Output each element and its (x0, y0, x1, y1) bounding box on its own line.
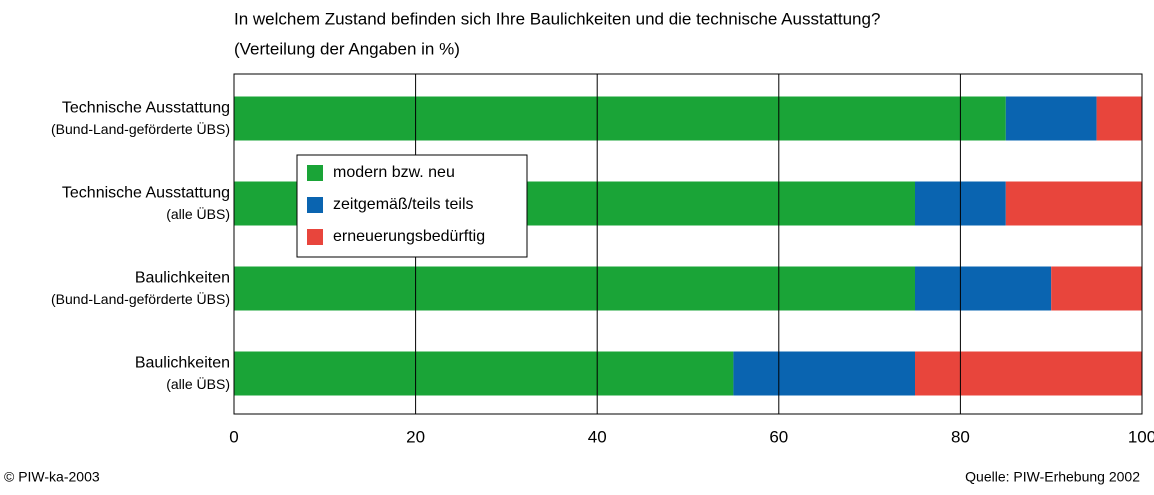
x-tick-label: 0 (229, 427, 238, 446)
y-category-sublabel: (alle ÜBS) (166, 205, 230, 222)
y-category-label: Technische Ausstattung (62, 185, 230, 202)
legend-label: modern bzw. neu (333, 164, 455, 181)
x-tick-label: 40 (588, 427, 607, 446)
y-category-sublabel: (Bund-Land-geförderte ÜBS) (51, 120, 230, 137)
bar-segment (1051, 266, 1142, 311)
y-category-sublabel: (alle ÜBS) (166, 375, 230, 392)
copyright: © PIW-ka-2003 (4, 469, 100, 485)
legend-label: erneuerungsbedürftig (333, 228, 485, 245)
legend-swatch (307, 165, 323, 181)
bar-segment (1005, 181, 1142, 226)
chart-subtitle: (Verteilung der Angaben in %) (234, 39, 460, 58)
source: Quelle: PIW-Erhebung 2002 (965, 469, 1140, 485)
bar-segment (234, 351, 734, 396)
bar-segment (733, 351, 915, 396)
bar-segment (915, 266, 1052, 311)
x-tick-label: 60 (769, 427, 788, 446)
bar-segment (234, 266, 915, 311)
x-tick-label: 20 (406, 427, 425, 446)
bar-segment (1005, 96, 1097, 141)
legend-swatch (307, 229, 323, 245)
legend-box (296, 154, 528, 258)
x-tick-label: 100 (1128, 427, 1154, 446)
bar-segment (1096, 96, 1142, 141)
legend-label: zeitgemäß/teils teils (333, 196, 474, 213)
chart-title: In welchem Zustand befinden sich Ihre Ba… (234, 9, 880, 28)
y-category-label: Baulichkeiten (135, 270, 230, 287)
y-category-label: Technische Ausstattung (62, 100, 230, 117)
x-tick-label: 80 (951, 427, 970, 446)
y-category-sublabel: (Bund-Land-geförderte ÜBS) (51, 290, 230, 307)
bar-segment (234, 96, 1006, 141)
plot-border (233, 73, 1143, 415)
y-category-label: Baulichkeiten (135, 355, 230, 372)
legend-swatch (307, 197, 323, 213)
bar-segment (915, 351, 1142, 396)
